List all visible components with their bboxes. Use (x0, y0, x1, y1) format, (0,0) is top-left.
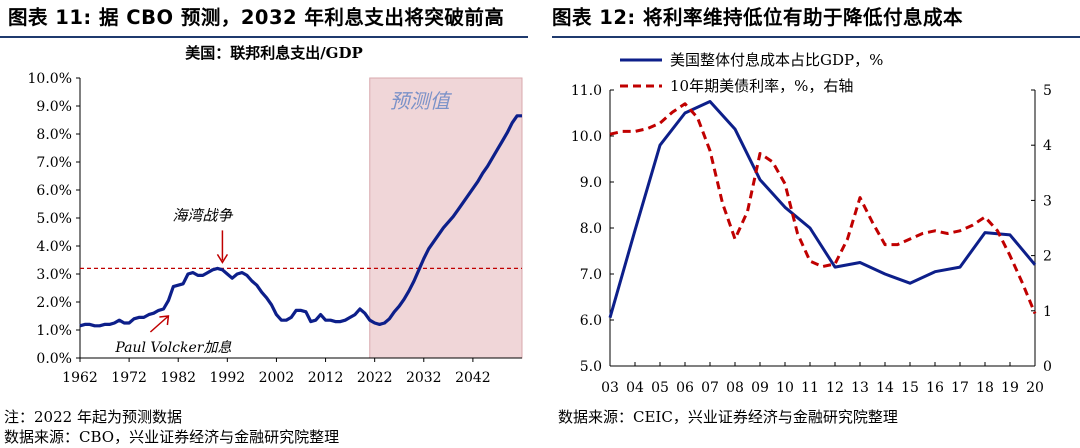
y-tick-label: 3.0% (36, 267, 72, 283)
annotation-volcker: Paul Volcker加息 (114, 340, 231, 356)
x-tick-label: 2022 (357, 370, 393, 386)
x-tick-label: 16 (926, 380, 944, 396)
left-tick-label: 8.0 (580, 221, 602, 237)
x-tick-label: 1982 (160, 370, 196, 386)
right-tick-label: 4 (1043, 138, 1052, 154)
left-header-rule (0, 36, 528, 38)
y-tick-label: 2.0% (36, 295, 72, 311)
left-tick-label: 11.0 (571, 83, 602, 99)
forecast-label: 预测值 (390, 89, 453, 113)
legend-label-treasury-yield: 10年期美债利率，%，右轴 (670, 77, 853, 95)
left-tick-label: 7.0 (580, 267, 602, 283)
left-source: 数据来源：CBO，兴业证券经济与金融研究院整理 (4, 428, 340, 446)
y-tick-label: 4.0% (36, 239, 72, 255)
left-tick-label: 6.0 (580, 313, 602, 329)
right-figure-heading: 图表 12: 将利率维持低位有助于降低付息成本 (552, 6, 964, 29)
series-line-treasury-yield (609, 102, 1037, 315)
x-tick-label: 17 (951, 380, 969, 396)
y-tick-label: 7.0% (36, 155, 72, 171)
x-tick-label: 20 (1026, 380, 1044, 396)
right-tick-label: 0 (1043, 359, 1052, 375)
y-tick-label: 1.0% (36, 323, 72, 339)
right-tick-label: 5 (1043, 83, 1052, 99)
series-line (79, 114, 522, 328)
x-tick-label: 09 (751, 380, 769, 396)
x-tick-label: 1992 (210, 370, 246, 386)
x-tick-label: 18 (976, 380, 994, 396)
y-tick-label: 10.0% (28, 71, 72, 87)
x-tick-label: 19 (1001, 380, 1019, 396)
y-tick-label: 8.0% (36, 127, 72, 143)
x-tick-label: 2032 (406, 370, 442, 386)
annotation-arrow-head (216, 254, 229, 264)
x-tick-label: 1972 (111, 370, 147, 386)
left-note: 注：2022 年起为预测数据 (4, 408, 182, 426)
right-tick-label: 1 (1043, 304, 1052, 320)
chart-title: 美国：联邦利息支出/GDP (185, 44, 363, 62)
y-tick-label: 6.0% (36, 183, 72, 199)
x-tick-label: 2042 (455, 370, 491, 386)
x-tick-label: 14 (876, 380, 894, 396)
x-tick-label: 03 (601, 380, 619, 396)
interest-outlays-chart: 预测值 美国：联邦利息支出/GDP 0.0% 1.0% 2.0% 3.0% 4.0% 5.0%… (28, 44, 523, 386)
x-tick-label: 1962 (62, 370, 98, 386)
x-tick-label: 13 (851, 380, 869, 396)
right-tick-label: 2 (1043, 249, 1052, 265)
left-tick-label: 9.0 (580, 175, 602, 191)
x-tick-label: 12 (826, 380, 844, 396)
x-tick-label: 11 (801, 380, 819, 396)
right-header-rule (552, 36, 1080, 38)
x-tick-label: 2012 (308, 370, 344, 386)
annotation-arrow-head (159, 315, 170, 326)
x-tick-label: 04 (626, 380, 644, 396)
x-tick-label: 08 (726, 380, 744, 396)
right-tick-label: 3 (1043, 193, 1052, 209)
x-tick-label: 05 (651, 380, 669, 396)
x-tick-label: 15 (901, 380, 919, 396)
right-source: 数据来源：CEIC，兴业证券经济与金融研究院整理 (558, 408, 898, 426)
y-tick-label: 0.0% (36, 351, 72, 367)
y-tick-label: 9.0% (36, 99, 72, 115)
left-tick-label: 10.0 (571, 129, 602, 145)
y-tick-label: 5.0% (36, 211, 72, 227)
annotation-arrow-shaft (149, 315, 169, 333)
x-tick-label: 2002 (259, 370, 295, 386)
left-tick-label: 5.0 (580, 359, 602, 375)
x-tick-label: 07 (701, 380, 719, 396)
series-line-interest-cost (608, 100, 1037, 319)
left-figure-heading: 图表 11: 据 CBO 预测，2032 年利息支出将突破前高 (8, 6, 505, 29)
x-tick-label: 10 (776, 380, 794, 396)
annotation-gulf-war: 海湾战争 (172, 206, 233, 224)
x-tick-label: 06 (676, 380, 694, 396)
legend-label-interest-cost: 美国整体付息成本占比GDP，% (670, 51, 883, 69)
